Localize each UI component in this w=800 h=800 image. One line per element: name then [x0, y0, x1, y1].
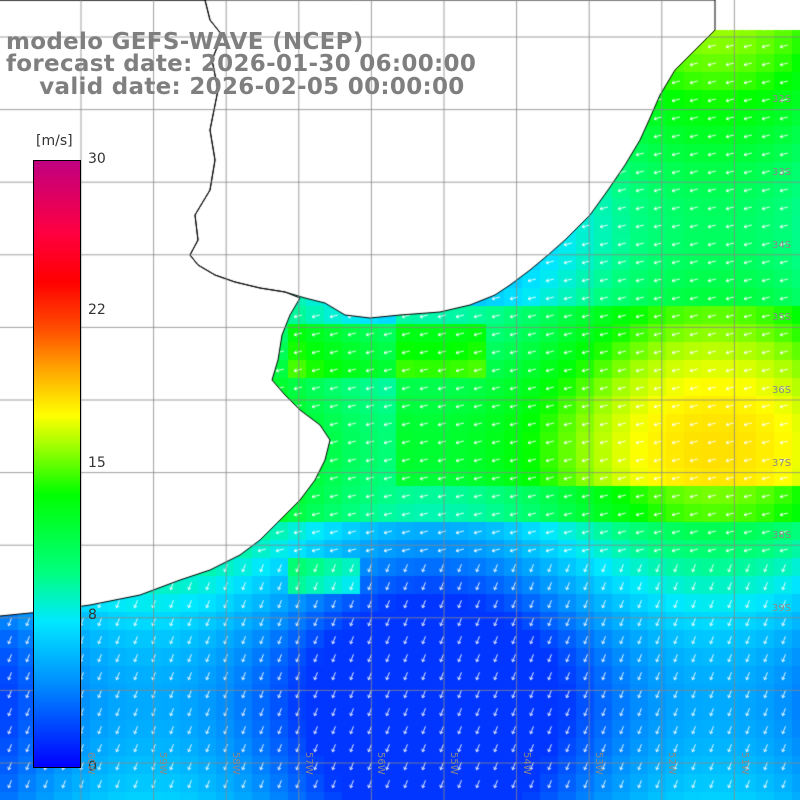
lon-label-51w: 51W [739, 752, 750, 775]
lat-label-34s: 34S [772, 240, 792, 251]
lon-label-55w: 55W [448, 752, 459, 775]
lat-label-36s: 36S [772, 385, 792, 396]
colorbar-tick-22: 22 [88, 302, 106, 318]
lon-label-56w: 56W [375, 752, 386, 775]
lat-label-32s: 32S [772, 94, 792, 105]
valid-date: valid date: 2026-02-05 00:00:00 [6, 74, 465, 100]
lon-label-57w: 57W [303, 752, 314, 775]
lon-label-60w: 60W [85, 752, 96, 775]
lat-label-33s: 33S [772, 167, 792, 178]
colorbar-unit: [m/s] [36, 133, 73, 149]
colorbar-tick-15: 15 [88, 455, 106, 471]
lat-label-39s: 39S [772, 603, 792, 614]
colorbar-tick-30: 30 [88, 151, 106, 167]
lat-label-37s: 37S [772, 458, 792, 469]
colorbar [33, 160, 81, 768]
colorbar-tick-8: 8 [88, 607, 97, 623]
lat-label-38s: 38S [772, 530, 792, 541]
lon-label-54w: 54W [521, 752, 532, 775]
model-title: modelo GEFS-WAVE (NCEP) [6, 29, 364, 55]
lon-label-53w: 53W [593, 752, 604, 775]
lon-label-59w: 59W [157, 752, 168, 775]
colorbar-tick-0: 0 [88, 759, 97, 775]
lon-label-58w: 58W [230, 752, 241, 775]
lat-label-35s: 35S [772, 312, 792, 323]
lon-label-52w: 52W [666, 752, 677, 775]
forecast-date: forecast date: 2026-01-30 06:00:00 [6, 51, 477, 77]
